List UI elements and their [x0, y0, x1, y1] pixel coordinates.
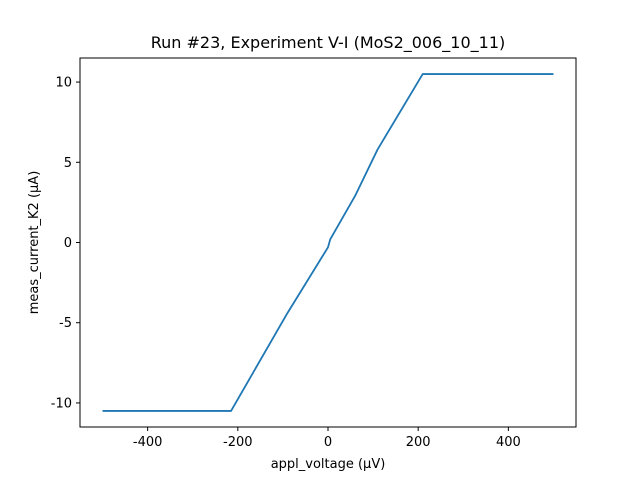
- x-tick-label: -200: [223, 435, 253, 450]
- axes-frame: [79, 57, 577, 428]
- chart-title: Run #23, Experiment V-I (MoS2_006_10_11): [151, 33, 506, 53]
- y-tick-label: -5: [59, 316, 72, 331]
- x-tick-label: -400: [133, 435, 163, 450]
- x-axis-label: appl_voltage (µV): [271, 457, 386, 472]
- y-tick-label: 0: [64, 236, 72, 251]
- series-lines: [102, 73, 554, 412]
- axis-ticks: -400 -200 0 200 400 -10 -5 0 5 10: [51, 76, 521, 450]
- y-tick-label: -10: [51, 396, 72, 411]
- x-tick-label: 0: [324, 435, 332, 450]
- y-tick-label: 5: [64, 156, 72, 171]
- x-tick-label: 400: [496, 435, 521, 450]
- series-line: [102, 73, 554, 412]
- x-tick-label: 200: [406, 435, 431, 450]
- y-tick-label: 10: [55, 76, 72, 91]
- y-axis-label: meas_current_K2 (µA): [27, 171, 42, 315]
